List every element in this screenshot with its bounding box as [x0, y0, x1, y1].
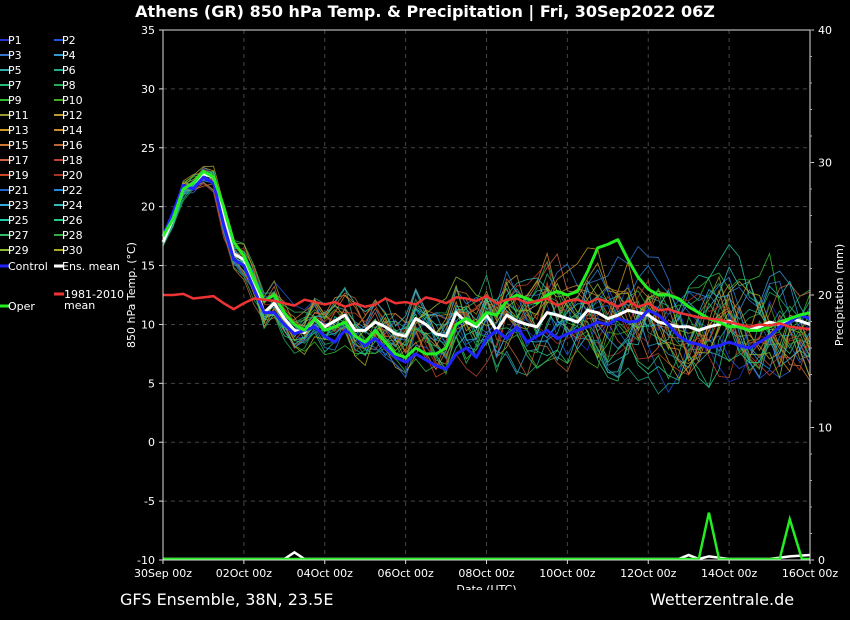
y2-tick-label: 30: [818, 157, 832, 170]
legend-label: P6: [62, 64, 76, 77]
legend-label: P21: [8, 184, 29, 197]
legend-label: P22: [62, 184, 83, 197]
x-tick-label: 04Oct 00z: [297, 567, 354, 580]
x-tick-label: 16Oct 00z: [782, 567, 839, 580]
legend-label: P18: [62, 154, 83, 167]
legend-label: P8: [62, 79, 76, 92]
x-tick-label: 10Oct 00z: [539, 567, 596, 580]
x-tick-label: 02Oct 00z: [216, 567, 273, 580]
legend-label: Control: [8, 260, 48, 273]
legend-label: P17: [8, 154, 29, 167]
x-tick-label: 14Oct 00z: [701, 567, 758, 580]
legend-label: P7: [8, 79, 22, 92]
legend-label: P12: [62, 109, 83, 122]
legend: P1 P2 P3 P4 P5 P6 P7 P8 P9 P10 P11 P12 P13 P14 P15 P16 P…: [0, 34, 124, 313]
axes: -10 -5 0 5 10 15 20 25 30 35 0 10 20 30 40 30Sep 00z 02O…: [125, 24, 846, 590]
y-axis-label: 850 hPa Temp. (°C): [125, 242, 138, 348]
member-line-p17: [162, 168, 811, 370]
member-line-p11: [162, 172, 811, 366]
legend-label: P29: [8, 244, 29, 257]
y-tick-label: 35: [141, 24, 155, 37]
y-tick-label: 20: [141, 201, 155, 214]
legend-label: P1: [8, 34, 22, 47]
precip-line-oper: [163, 512, 810, 561]
legend-label: P26: [62, 214, 83, 227]
legend-label: P2: [62, 34, 76, 47]
legend-label: P30: [62, 244, 83, 257]
series-line-control: [161, 175, 811, 371]
x-tick-label: 06Oct 00z: [377, 567, 434, 580]
chart-area: -10 -5 0 5 10 15 20 25 30 35 0 10 20 30 40 30Sep 00z 02O…: [0, 24, 846, 590]
legend-label: P23: [8, 199, 29, 212]
member-line-p29: [162, 170, 811, 380]
model-info: GFS Ensemble, 38N, 23.5E: [120, 590, 334, 609]
series-line-1981-2010-mean: [163, 292, 811, 331]
legend-label: P4: [62, 49, 76, 62]
legend-label: P25: [8, 214, 29, 227]
legend-label: P19: [8, 169, 29, 182]
x-tick-label: 12Oct 00z: [620, 567, 677, 580]
legend-label: P10: [62, 94, 83, 107]
x-tick-label: 08Oct 00z: [458, 567, 515, 580]
legend-label: mean: [64, 299, 95, 312]
legend-label: P28: [62, 229, 83, 242]
legend-label: Oper: [8, 300, 35, 313]
x-axis-label: Date (UTC): [456, 583, 516, 590]
y2-axis-label: Precipitation (mm): [833, 244, 846, 346]
y-tick-label: -5: [144, 495, 155, 508]
y-tick-label: 0: [148, 436, 155, 449]
y-tick-label: 5: [148, 377, 155, 390]
source-label: Wetterzentrale.de: [650, 590, 795, 609]
y-tick-label: 10: [141, 318, 155, 331]
legend-label: P16: [62, 139, 83, 152]
series-line-oper: [161, 169, 811, 359]
y-tick-label: 15: [141, 260, 155, 273]
chart-title: Athens (GR) 850 hPa Temp. & Precipitatio…: [135, 2, 715, 21]
y-tick-label: -10: [137, 554, 155, 567]
x-tick-label: 30Sep 00z: [134, 567, 192, 580]
y-tick-label: 25: [141, 142, 155, 155]
legend-label: P9: [8, 94, 22, 107]
precipitation-lines: [163, 512, 811, 561]
legend-label: P5: [8, 64, 22, 77]
legend-label: 1981-2010: [64, 288, 124, 301]
legend-label: P14: [62, 124, 83, 137]
legend-label: P27: [8, 229, 29, 242]
legend-label: Ens. mean: [62, 260, 120, 273]
legend-label: P13: [8, 124, 29, 137]
series-line-ens-mean: [161, 172, 811, 338]
member-line-p27: [162, 171, 811, 382]
member-line-p22: [162, 176, 811, 370]
legend-label: P15: [8, 139, 29, 152]
legend-label: P20: [62, 169, 83, 182]
y2-tick-label: 0: [818, 554, 825, 567]
y2-tick-label: 40: [818, 24, 832, 37]
series-lines: [161, 169, 811, 371]
legend-label: P11: [8, 109, 29, 122]
legend-label: P24: [62, 199, 83, 212]
legend-label: P3: [8, 49, 22, 62]
y2-tick-label: 10: [818, 422, 832, 435]
y-tick-label: 30: [141, 83, 155, 96]
y2-tick-label: 20: [818, 289, 832, 302]
